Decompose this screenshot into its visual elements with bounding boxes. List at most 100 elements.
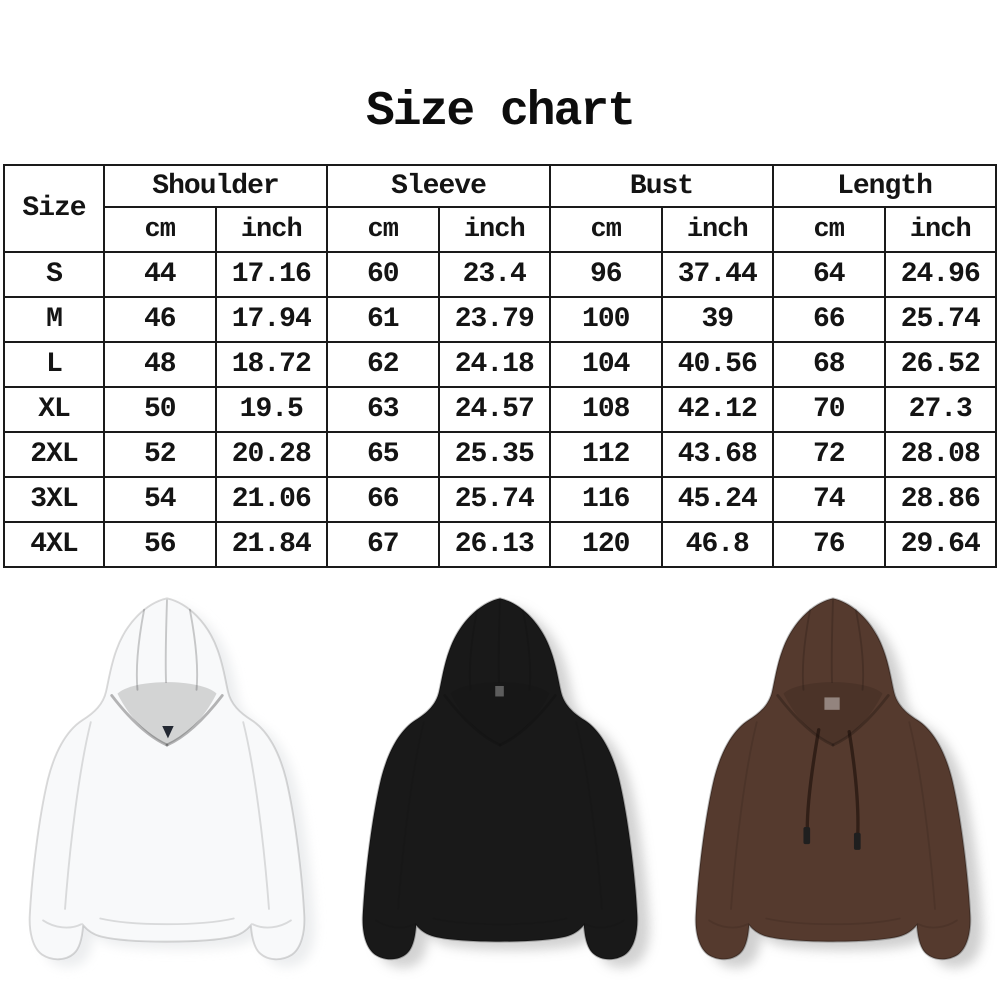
table-cell: 116 (549, 476, 663, 523)
table-cell: 17.94 (214, 296, 328, 343)
table-cell: 18.72 (214, 341, 328, 388)
size-label: S (3, 251, 105, 298)
table-cell: 26.52 (883, 341, 997, 388)
table-cell: 43.68 (660, 431, 774, 478)
size-label: L (3, 341, 105, 388)
brown-hoodie-image (694, 597, 984, 968)
size-label: XL (3, 386, 105, 433)
product-photo-black-hoodie (333, 577, 667, 997)
table-cell: 104 (549, 341, 663, 388)
table-cell: 56 (103, 521, 217, 568)
drawstring-aglet (803, 827, 811, 845)
product-photo-strip (0, 577, 1000, 997)
table-cell: 68 (772, 341, 886, 388)
table-cell: 108 (549, 386, 663, 433)
size-label: 3XL (3, 476, 105, 523)
white-hoodie-image (28, 597, 315, 967)
table-cell: 24.18 (437, 341, 551, 388)
group-header-sleeve: Sleeve (326, 164, 551, 208)
table-cell: 25.74 (883, 296, 997, 343)
table-cell: 23.4 (437, 251, 551, 298)
table-row-s: S 44 17.16 60 23.4 96 37.44 64 24.96 (3, 251, 997, 298)
table-cell: 62 (326, 341, 440, 388)
table-row-l: L 48 18.72 62 24.18 104 40.56 68 26.52 (3, 341, 997, 388)
table-cell: 66 (326, 476, 440, 523)
table-cell: 66 (772, 296, 886, 343)
unit-header-bust-inch: inch (660, 206, 774, 253)
table-cell: 28.08 (883, 431, 997, 478)
unit-header-bust-cm: cm (549, 206, 663, 253)
table-row-m: M 46 17.94 61 23.79 100 39 66 25.74 (3, 296, 997, 343)
table-cell: 61 (326, 296, 440, 343)
table-cell: 25.74 (437, 476, 551, 523)
table-cell: 96 (549, 251, 663, 298)
table-cell: 45.24 (660, 476, 774, 523)
table-row-4xl: 4XL 56 21.84 67 26.13 120 46.8 76 29.64 (3, 521, 997, 568)
table-cell: 70 (772, 386, 886, 433)
unit-header-sleeve-cm: cm (326, 206, 440, 253)
table-cell: 72 (772, 431, 886, 478)
table-group-header-row: Size Shoulder Sleeve Bust Length (3, 164, 997, 253)
group-header-bust: Bust (549, 164, 774, 208)
table-cell: 50 (103, 386, 217, 433)
table-cell: 29.64 (883, 521, 997, 568)
group-header-length: Length (772, 164, 997, 208)
table-cell: 64 (772, 251, 886, 298)
unit-header-length-inch: inch (883, 206, 997, 253)
table-cell: 46 (103, 296, 217, 343)
group-header-shoulder: Shoulder (103, 164, 328, 208)
size-chart-table: Size Shoulder Sleeve Bust Length cm inch… (3, 164, 997, 568)
table-cell: 42.12 (660, 386, 774, 433)
unit-header-shoulder-inch: inch (214, 206, 328, 253)
table-cell: 63 (326, 386, 440, 433)
table-cell: 74 (772, 476, 886, 523)
table-cell: 24.57 (437, 386, 551, 433)
table-cell: 20.28 (214, 431, 328, 478)
product-photo-white-hoodie (0, 577, 334, 997)
unit-header-shoulder-cm: cm (103, 206, 217, 253)
table-cell: 65 (326, 431, 440, 478)
size-label: 2XL (3, 431, 105, 478)
unit-header-length-cm: cm (772, 206, 886, 253)
table-cell: 48 (103, 341, 217, 388)
drawstring-aglet (854, 832, 861, 850)
table-cell: 112 (549, 431, 663, 478)
table-cell: 24.96 (883, 251, 997, 298)
table-cell: 27.3 (883, 386, 997, 433)
table-cell: 21.84 (214, 521, 328, 568)
product-photo-brown-hoodie (666, 577, 1000, 997)
table-cell: 40.56 (660, 341, 774, 388)
table-cell: 39 (660, 296, 774, 343)
page-title: Size chart (365, 85, 636, 139)
table-row-xl: XL 50 19.5 63 24.57 108 42.12 70 27.3 (3, 386, 997, 433)
table-cell: 60 (326, 251, 440, 298)
table-cell: 44 (103, 251, 217, 298)
size-label: M (3, 296, 105, 343)
unit-header-sleeve-inch: inch (437, 206, 551, 253)
table-cell: 52 (103, 431, 217, 478)
neck-tag (495, 685, 504, 697)
table-cell: 28.86 (883, 476, 997, 523)
table-cell: 67 (326, 521, 440, 568)
table-cell: 19.5 (214, 386, 328, 433)
neck-tag (161, 726, 174, 739)
table-cell: 76 (772, 521, 886, 568)
table-cell: 25.35 (437, 431, 551, 478)
table-cell: 100 (549, 296, 663, 343)
table-cell: 120 (549, 521, 663, 568)
table-cell: 46.8 (660, 521, 774, 568)
drawstrings (805, 728, 860, 837)
table-cell: 17.16 (214, 251, 328, 298)
table-cell: 37.44 (660, 251, 774, 298)
table-cell: 26.13 (437, 521, 551, 568)
table-unit-header-row: cm inch cm inch cm inch cm inch (4, 206, 997, 253)
table-row-2xl: 2XL 52 20.28 65 25.35 112 43.68 72 28.08 (3, 431, 997, 478)
table-cell: 21.06 (214, 476, 328, 523)
table-row-3xl: 3XL 54 21.06 66 25.74 116 45.24 74 28.86 (3, 476, 997, 523)
size-label: 4XL (3, 521, 105, 568)
black-hoodie-image (361, 597, 650, 968)
hood-label (824, 697, 840, 710)
size-column-header: Size (3, 164, 105, 253)
table-cell: 54 (103, 476, 217, 523)
table-cell: 23.79 (437, 296, 551, 343)
